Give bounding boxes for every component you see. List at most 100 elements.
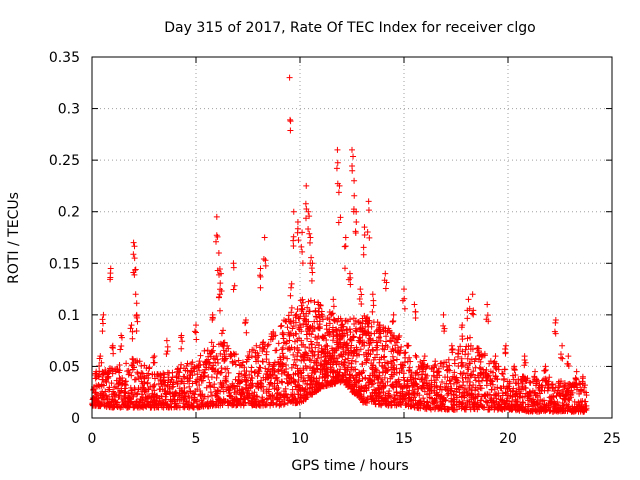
data-point [380, 354, 387, 361]
data-point [260, 339, 267, 346]
data-point [193, 322, 199, 329]
data-point [232, 376, 239, 383]
data-point [366, 335, 373, 342]
data-point [393, 389, 400, 396]
data-point [248, 368, 255, 375]
data-point [370, 297, 377, 304]
data-point [351, 320, 358, 327]
data-point [391, 361, 398, 368]
data-point [502, 346, 509, 353]
data-point [290, 237, 297, 244]
data-point [346, 336, 353, 343]
data-point [356, 377, 363, 384]
data-point [326, 331, 333, 338]
data-point [386, 393, 393, 400]
data-point [184, 378, 191, 385]
data-point [151, 359, 158, 366]
data-point [352, 358, 359, 365]
data-point [262, 262, 269, 269]
data-point [214, 368, 221, 375]
data-point [116, 362, 123, 368]
data-point [412, 315, 419, 322]
data-point [106, 393, 113, 400]
data-point [376, 359, 383, 366]
data-point [339, 344, 346, 351]
data-point [346, 326, 353, 333]
data-point [100, 382, 107, 389]
data-point [176, 369, 183, 376]
data-point [353, 374, 360, 381]
data-point [412, 352, 419, 359]
data-point [261, 345, 268, 352]
data-point [207, 383, 214, 390]
data-point [243, 358, 250, 365]
data-point [277, 323, 284, 330]
data-point [312, 344, 319, 351]
data-point [415, 372, 422, 379]
data-point [552, 319, 559, 326]
data-point [169, 369, 176, 376]
data-point [343, 327, 350, 334]
data-point [360, 251, 367, 258]
data-point [196, 381, 203, 388]
data-point [298, 302, 305, 309]
data-point [287, 118, 294, 125]
data-point [130, 251, 137, 258]
data-point [134, 390, 141, 397]
data-point [357, 346, 364, 353]
data-point [465, 296, 472, 303]
data-point [189, 359, 196, 366]
data-point [123, 360, 130, 367]
data-point [359, 375, 366, 382]
data-point [298, 243, 305, 250]
data-point [367, 351, 374, 358]
data-point [287, 292, 294, 299]
data-point [103, 392, 110, 399]
data-point [549, 381, 556, 388]
data-point [275, 368, 282, 375]
data-point [164, 379, 171, 386]
data-point [298, 337, 305, 344]
x-axis-label: GPS time / hours [291, 458, 408, 474]
data-point [181, 373, 188, 380]
data-point [412, 380, 419, 387]
x-tick-label: 20 [499, 431, 517, 447]
data-point [213, 232, 220, 239]
data-point [353, 328, 360, 335]
data-point [275, 385, 282, 392]
data-point [200, 395, 207, 402]
data-point [313, 365, 320, 372]
data-point [307, 297, 314, 304]
data-point [178, 345, 185, 352]
data-point [412, 308, 419, 315]
data-point [340, 323, 347, 330]
data-point [338, 334, 345, 341]
data-point [363, 357, 370, 364]
data-point [100, 320, 107, 327]
data-point [344, 355, 351, 362]
data-point [213, 374, 220, 381]
data-point [292, 362, 299, 369]
data-point [350, 334, 357, 341]
data-point [565, 353, 572, 360]
data-point [467, 379, 474, 386]
data-point [288, 309, 295, 316]
data-point [213, 238, 220, 245]
data-point [138, 369, 145, 376]
data-point [306, 308, 313, 315]
data-point [311, 298, 318, 305]
data-point [226, 387, 233, 394]
data-point [259, 358, 266, 365]
data-point [412, 375, 419, 382]
data-point [364, 229, 371, 236]
data-point [365, 320, 372, 327]
data-point [389, 318, 396, 325]
data-point [349, 357, 356, 364]
data-point [333, 165, 340, 172]
data-point [293, 311, 300, 318]
data-point [559, 355, 566, 362]
data-point [297, 313, 304, 320]
data-point [340, 351, 347, 358]
data-point [260, 256, 267, 263]
data-point [107, 270, 114, 277]
